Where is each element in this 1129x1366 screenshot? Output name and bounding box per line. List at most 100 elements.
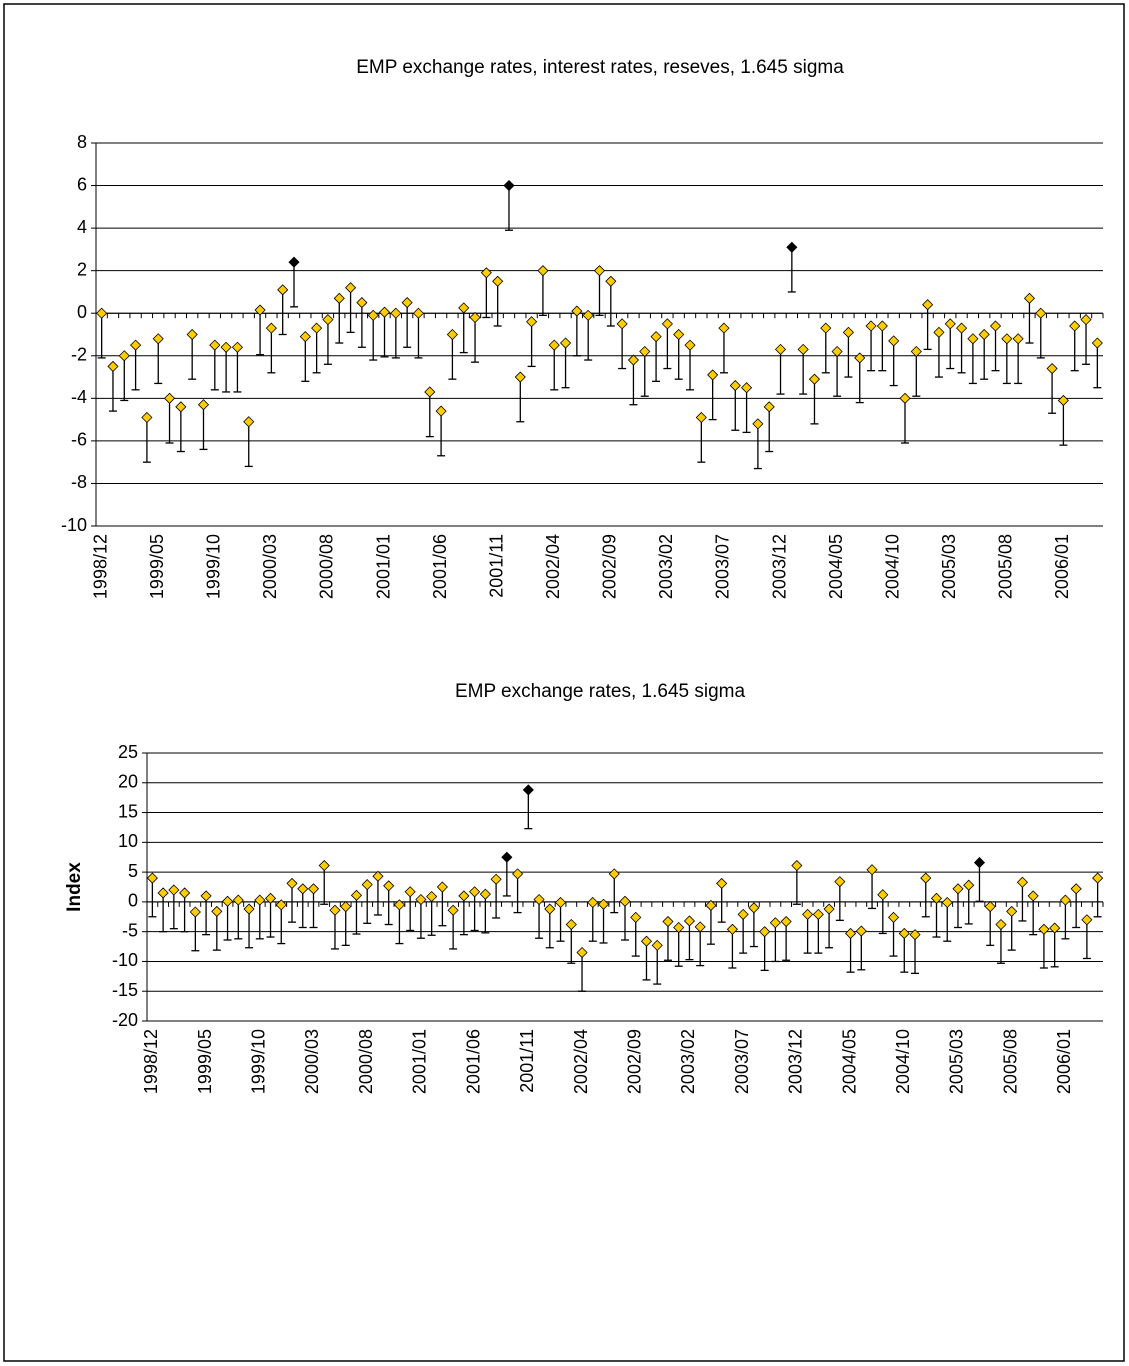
y-tick-label: 25 — [118, 742, 138, 762]
marker — [299, 331, 311, 343]
marker — [548, 339, 560, 351]
marker — [243, 416, 255, 428]
y-tick-label: 6 — [77, 174, 87, 194]
marker — [436, 881, 448, 893]
marker — [415, 893, 427, 906]
x-tick-label: 2003/12 — [786, 1029, 806, 1094]
marker — [340, 901, 352, 913]
x-tick-label: 2005/03 — [939, 534, 959, 599]
x-tick-label: 2006/01 — [1054, 1029, 1074, 1094]
marker — [748, 902, 760, 914]
y-tick-label: -8 — [71, 472, 87, 492]
marker — [107, 360, 119, 372]
marker — [941, 896, 953, 909]
marker — [967, 333, 979, 345]
marker — [597, 898, 610, 910]
marker — [297, 883, 309, 895]
marker — [729, 380, 741, 392]
marker — [345, 282, 357, 294]
x-tick-label: 2000/03 — [260, 534, 280, 599]
marker — [512, 868, 524, 880]
marker — [616, 318, 628, 330]
marker — [786, 241, 798, 253]
marker — [608, 868, 620, 880]
marker — [952, 883, 964, 895]
x-tick-label: 1999/10 — [204, 534, 224, 599]
x-tick-label: 2005/08 — [996, 534, 1016, 599]
y-tick-label: 4 — [77, 217, 87, 237]
marker — [930, 892, 943, 904]
marker — [808, 373, 821, 385]
page-border — [3, 3, 1125, 1362]
x-tick-label: 2002/09 — [600, 534, 620, 599]
x-tick-label: 1998/12 — [90, 534, 110, 599]
marker — [571, 305, 583, 317]
marker — [1038, 923, 1050, 935]
marker — [1049, 922, 1061, 934]
marker — [277, 284, 289, 296]
y-tick-label: -2 — [71, 345, 87, 365]
marker — [559, 337, 572, 349]
marker — [189, 906, 201, 918]
marker — [220, 341, 232, 353]
x-tick-label: 2004/10 — [893, 1029, 913, 1094]
marker — [265, 322, 277, 334]
marker — [910, 345, 922, 358]
marker — [469, 886, 481, 898]
marker — [254, 304, 266, 316]
marker — [978, 328, 990, 341]
marker — [956, 322, 968, 334]
marker — [361, 879, 373, 891]
marker — [576, 946, 588, 959]
y-tick-label: 20 — [118, 772, 138, 792]
marker — [876, 320, 888, 332]
x-tick-label: 2005/08 — [1000, 1029, 1020, 1094]
marker — [995, 918, 1007, 931]
y-tick-label: 0 — [128, 891, 138, 911]
y-tick-label: -10 — [61, 515, 87, 535]
y-tick-label: -5 — [122, 920, 138, 940]
x-tick-label: 2003/07 — [732, 1029, 752, 1094]
marker — [854, 352, 866, 364]
x-tick-label: 2005/03 — [947, 1029, 967, 1094]
x-tick-label: 2001/11 — [517, 1029, 537, 1093]
x-tick-label: 2000/08 — [317, 534, 337, 599]
marker — [769, 917, 781, 929]
marker — [350, 889, 363, 901]
marker — [163, 392, 176, 404]
marker — [221, 895, 234, 907]
marker — [780, 915, 792, 928]
marker — [447, 904, 459, 916]
marker — [412, 307, 425, 319]
marker — [741, 382, 753, 394]
x-tick-label: 2002/04 — [571, 1029, 591, 1094]
y-tick-label: -15 — [112, 980, 138, 1000]
marker — [243, 903, 255, 915]
marker — [865, 320, 877, 332]
marker — [479, 888, 491, 900]
marker — [1059, 894, 1071, 906]
y-tick-label: -4 — [71, 387, 87, 407]
marker — [146, 872, 158, 884]
marker — [650, 331, 662, 343]
x-tick-label: 2001/06 — [430, 534, 450, 599]
marker — [197, 399, 210, 411]
marker — [834, 876, 846, 888]
x-tick-label: 2003/07 — [713, 534, 733, 599]
marker — [899, 392, 911, 404]
marker — [661, 318, 673, 330]
y-tick-label: -10 — [112, 950, 138, 970]
marker — [186, 328, 198, 341]
marker — [1081, 914, 1093, 926]
marker — [96, 307, 108, 319]
marker — [356, 297, 368, 309]
marker — [705, 899, 717, 912]
marker — [752, 418, 764, 430]
marker — [791, 859, 803, 872]
marker — [492, 275, 504, 287]
marker — [673, 921, 685, 934]
x-tick-label: 2003/12 — [769, 534, 789, 599]
marker — [1035, 307, 1047, 319]
marker — [565, 918, 577, 931]
marker — [424, 386, 436, 398]
